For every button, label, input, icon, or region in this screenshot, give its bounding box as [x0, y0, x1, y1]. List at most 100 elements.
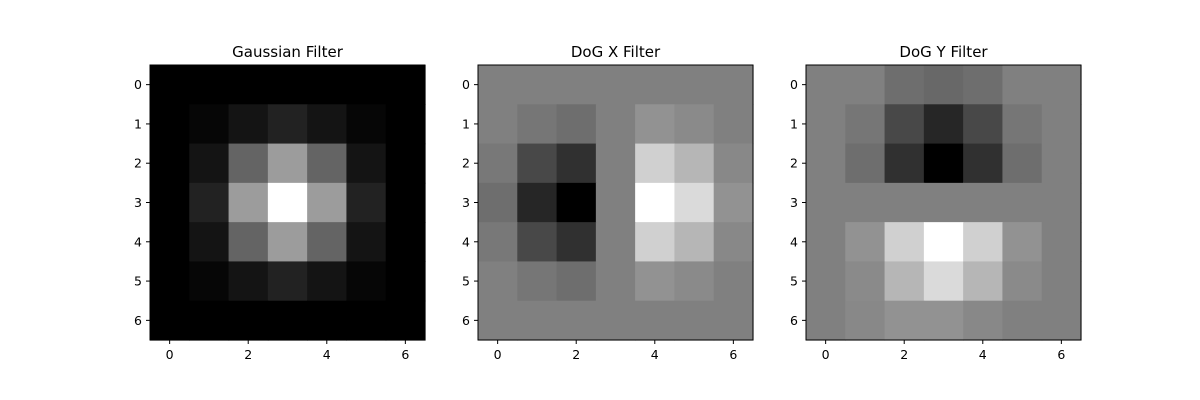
heatmap-cell: [806, 261, 846, 302]
heatmap-cell: [806, 65, 846, 105]
heatmap-cell: [884, 104, 925, 145]
heatmap-cell: [635, 65, 676, 105]
heatmap-cell: [517, 65, 558, 105]
heatmap-cell: [963, 261, 1004, 302]
heatmap-cell: [713, 65, 754, 105]
heatmap-cell: [556, 143, 597, 184]
heatmap-cell: [307, 300, 348, 341]
heatmap-cell: [517, 104, 558, 145]
heatmap-cell: [674, 104, 715, 145]
heatmap-cell: [963, 222, 1004, 263]
heatmap-cell: [307, 182, 348, 223]
heatmap-cell: [674, 222, 715, 263]
heatmap-cell: [189, 143, 230, 184]
heatmap-cell: [307, 222, 348, 263]
heatmap-cell: [556, 222, 597, 263]
y-tick-label: 6: [462, 313, 470, 328]
heatmap-cell: [845, 65, 886, 105]
heatmap-cell: [963, 182, 1004, 223]
x-tick-label: 0: [494, 347, 502, 362]
y-tick-label: 1: [462, 116, 470, 131]
heatmap-cell: [267, 182, 308, 223]
heatmap-cell: [1041, 261, 1082, 302]
heatmap-cell: [963, 104, 1004, 145]
heatmap-cell: [346, 261, 387, 302]
heatmap-cell: [150, 104, 190, 145]
heatmap-cell: [385, 65, 426, 105]
heatmap-cell: [845, 222, 886, 263]
heatmap-cell: [1041, 300, 1082, 341]
heatmap-cell: [267, 300, 308, 341]
heatmap-cell: [150, 300, 190, 341]
heatmap-cell: [346, 65, 387, 105]
heatmap-cell: [806, 143, 846, 184]
heatmap-cell: [674, 300, 715, 341]
heatmap-cell: [713, 104, 754, 145]
heatmap-cell: [884, 222, 925, 263]
heatmap-cell: [346, 104, 387, 145]
heatmap-cell: [307, 261, 348, 302]
x-tick-label: 4: [323, 347, 331, 362]
heatmap-cell: [346, 182, 387, 223]
heatmap-cell: [635, 143, 676, 184]
heatmap-cell: [884, 300, 925, 341]
heatmap-cell: [189, 104, 230, 145]
heatmap-cell: [1002, 143, 1043, 184]
heatmap-cell: [713, 143, 754, 184]
heatmap-cell: [713, 182, 754, 223]
heatmap-cell: [1041, 104, 1082, 145]
y-tick-label: 3: [790, 195, 798, 210]
heatmap-cell: [595, 143, 636, 184]
heatmap-cell: [1002, 104, 1043, 145]
heatmap-cell: [963, 143, 1004, 184]
panel-gaussian: Gaussian Filter 0 2 4 6 0 1 2 3 4 5 6: [134, 43, 426, 362]
heatmap-cell: [478, 65, 518, 105]
heatmap-cell: [635, 104, 676, 145]
x-tick-label: 6: [1057, 347, 1065, 362]
heatmap-cell: [923, 300, 964, 341]
heatmap-cell: [674, 261, 715, 302]
heatmap-cell: [806, 222, 846, 263]
heatmap-cell: [1041, 143, 1082, 184]
heatmap-cell: [556, 104, 597, 145]
heatmap-cell: [713, 261, 754, 302]
y-tick-label: 5: [134, 274, 142, 289]
heatmap-cell: [884, 65, 925, 105]
heatmap-cell: [228, 65, 269, 105]
heatmap-cell: [267, 143, 308, 184]
heatmap-cell: [884, 182, 925, 223]
y-tick-label: 0: [462, 77, 470, 92]
heatmap-cell: [228, 300, 269, 341]
x-tick-label: 0: [166, 347, 174, 362]
axis-ticks: 0 2 4 6 0 1 2 3 4 5 6: [462, 77, 737, 362]
heatmap-cell: [517, 300, 558, 341]
heatmap-cell: [1002, 222, 1043, 263]
heatmap-cell: [923, 182, 964, 223]
heatmap-cell: [346, 143, 387, 184]
heatmap-cell: [385, 143, 426, 184]
heatmap-cell: [228, 143, 269, 184]
heatmap-cell: [963, 300, 1004, 341]
x-tick-label: 2: [244, 347, 252, 362]
heatmap-cell: [228, 182, 269, 223]
heatmap-cell: [189, 65, 230, 105]
heatmap-cell: [150, 65, 190, 105]
y-tick-label: 0: [790, 77, 798, 92]
heatmap-cell: [556, 300, 597, 341]
heatmap-cell: [923, 261, 964, 302]
panel-dog-x: DoG X Filter 0 2 4 6 0 1 2 3 4 5 6: [462, 43, 754, 362]
heatmap-cell: [1002, 300, 1043, 341]
y-tick-label: 1: [134, 116, 142, 131]
heatmap-cell: [845, 104, 886, 145]
heatmap-cell: [385, 222, 426, 263]
heatmap-cell: [595, 261, 636, 302]
heatmap-cell: [595, 222, 636, 263]
heatmap-cell: [923, 65, 964, 105]
heatmap-cell: [346, 222, 387, 263]
heatmap-cell: [267, 65, 308, 105]
heatmap-cell: [595, 300, 636, 341]
heatmap-cell: [1002, 65, 1043, 105]
heatmap-cell: [1002, 261, 1043, 302]
heatmap-cells: [478, 65, 754, 341]
heatmap-cell: [150, 222, 190, 263]
